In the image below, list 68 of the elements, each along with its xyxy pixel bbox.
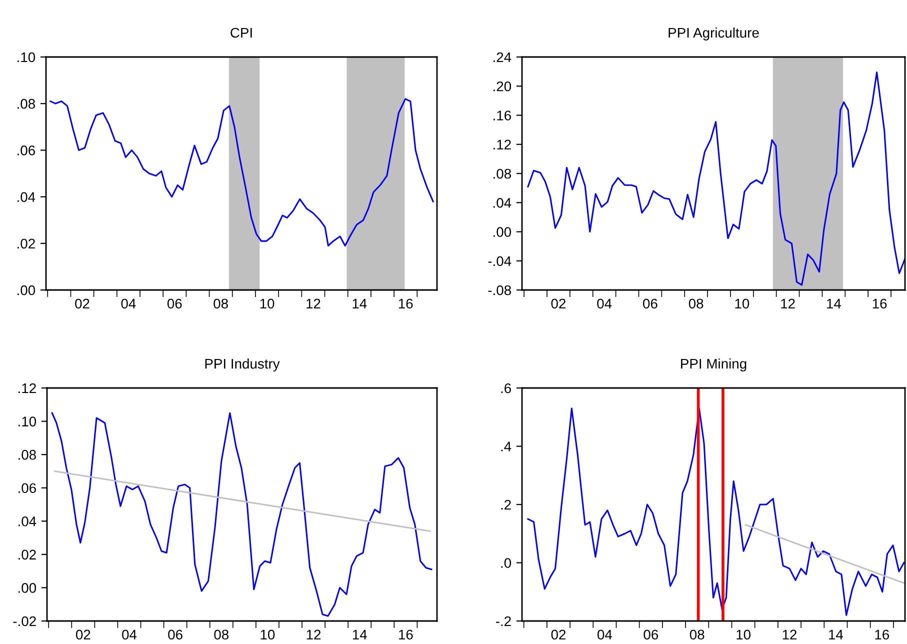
chart-title: CPI [230,28,252,38]
chart-title: PPI Mining [681,358,746,372]
x-tick-label: 10 [735,298,750,309]
x-tick-label: 04 [598,630,612,640]
x-tick-label: 08 [688,298,704,309]
y-tick-label: .04 [18,516,36,526]
y-tick-label: -.04 [488,256,512,266]
y-tick-label: .08 [18,98,35,109]
line-series [51,412,432,617]
y-tick-label: .4 [501,442,512,452]
x-tick-label: 06 [643,298,658,309]
x-tick-label: 16 [399,630,413,640]
x-tick-label: 16 [872,298,887,309]
line-series [527,72,905,286]
y-tick-label: .12 [494,140,511,150]
y-tick-label: .2 [501,500,511,510]
x-tick-label: 04 [597,298,612,309]
y-tick-label: .08 [18,450,36,460]
line-series [50,98,434,246]
y-tick-label: -.08 [488,285,511,296]
y-tick-label: .10 [18,52,36,62]
x-tick-label: 08 [214,298,228,309]
y-tick-label: -.02 [13,616,36,626]
y-tick-label: .20 [494,81,512,92]
y-tick-label: .04 [18,192,36,202]
x-tick-label: 12 [306,630,321,640]
y-tick-label: .00 [18,583,36,593]
y-tick-label: .06 [18,146,35,156]
x-tick-label: 12 [781,298,795,308]
y-tick-label: .04 [494,198,512,208]
x-tick-label: 16 [398,298,413,309]
x-tick-label: 16 [875,630,890,640]
y-tick-label: -.2 [496,616,511,626]
x-tick-label: 14 [829,630,844,640]
x-tick-label: 06 [644,630,658,640]
y-tick-label: .12 [18,383,36,394]
y-tick-label: .24 [494,52,512,62]
y-tick-label: .08 [494,168,511,179]
y-tick-label: .16 [494,110,511,120]
x-tick-label: 10 [736,630,750,640]
x-tick-label: 12 [306,298,320,308]
x-tick-label: 14 [352,298,367,308]
chart-title: PPI Agriculture [668,27,759,40]
x-tick-label: 02 [76,630,90,640]
x-tick-label: 04 [121,298,136,309]
x-tick-label: 06 [167,298,182,309]
x-tick-label: 08 [214,630,229,640]
y-tick-label: .10 [18,416,36,426]
y-tick-label: .00 [494,227,512,237]
x-tick-label: 14 [352,630,367,640]
y-tick-label: .0 [501,558,512,568]
y-tick-label: .06 [18,483,36,494]
x-tick-label: 02 [75,298,90,309]
line-series [527,408,905,616]
chart-title: PPI Industry [205,358,280,372]
x-tick-label: 12 [782,630,797,640]
x-tick-label: 06 [168,630,182,640]
y-tick-label: .00 [18,285,36,296]
x-tick-label: 04 [122,630,137,640]
x-tick-label: 10 [260,630,275,640]
x-tick-label: 02 [551,298,566,309]
y-tick-label: .02 [18,550,36,560]
x-tick-label: 14 [827,298,841,308]
y-tick-label: .6 [501,383,511,394]
y-tick-label: .02 [18,238,35,249]
x-tick-label: 08 [690,630,704,640]
x-tick-label: 10 [260,298,274,309]
x-tick-label: 02 [551,630,566,640]
